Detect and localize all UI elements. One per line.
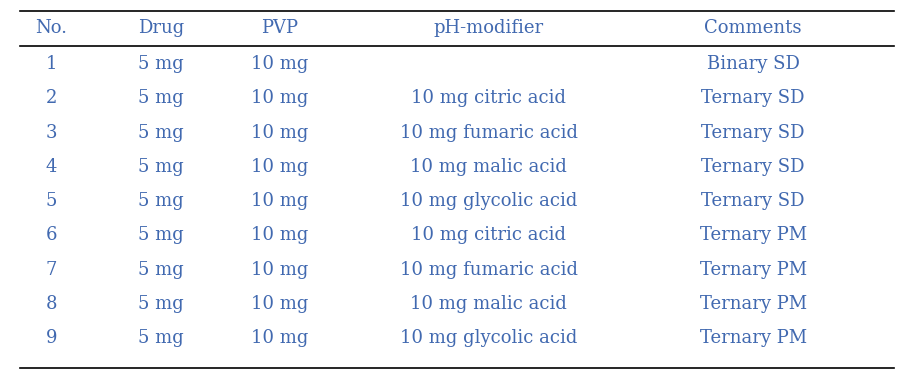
Text: Comments: Comments <box>705 19 802 37</box>
Text: 8: 8 <box>46 295 58 313</box>
Text: 10 mg: 10 mg <box>250 89 308 108</box>
Text: 10 mg: 10 mg <box>250 295 308 313</box>
Text: 10 mg: 10 mg <box>250 329 308 347</box>
Text: 6: 6 <box>46 226 58 244</box>
Text: 5: 5 <box>46 192 58 210</box>
Text: Ternary SD: Ternary SD <box>701 158 805 176</box>
Text: 4: 4 <box>46 158 58 176</box>
Text: 5 mg: 5 mg <box>138 89 184 108</box>
Text: 10 mg malic acid: 10 mg malic acid <box>410 158 568 176</box>
Text: 10 mg glycolic acid: 10 mg glycolic acid <box>400 192 578 210</box>
Text: Ternary PM: Ternary PM <box>699 295 807 313</box>
Text: 5 mg: 5 mg <box>138 158 184 176</box>
Text: 5 mg: 5 mg <box>138 329 184 347</box>
Text: No.: No. <box>36 19 68 37</box>
Text: 10 mg: 10 mg <box>250 124 308 142</box>
Text: 10 mg: 10 mg <box>250 192 308 210</box>
Text: 7: 7 <box>46 261 58 279</box>
Text: 3: 3 <box>46 124 58 142</box>
Text: 5 mg: 5 mg <box>138 124 184 142</box>
Text: 10 mg: 10 mg <box>250 55 308 73</box>
Text: Ternary PM: Ternary PM <box>699 329 807 347</box>
Text: pH-modifier: pH-modifier <box>434 19 544 37</box>
Text: 10 mg malic acid: 10 mg malic acid <box>410 295 568 313</box>
Text: 5 mg: 5 mg <box>138 55 184 73</box>
Text: 10 mg glycolic acid: 10 mg glycolic acid <box>400 329 578 347</box>
Text: 10 mg citric acid: 10 mg citric acid <box>411 226 567 244</box>
Text: PVP: PVP <box>260 19 298 37</box>
Text: 2: 2 <box>46 89 58 108</box>
Text: 10 mg: 10 mg <box>250 158 308 176</box>
Text: Ternary SD: Ternary SD <box>701 89 805 108</box>
Text: Ternary PM: Ternary PM <box>699 226 807 244</box>
Text: 10 mg citric acid: 10 mg citric acid <box>411 89 567 108</box>
Text: 5 mg: 5 mg <box>138 261 184 279</box>
Text: 10 mg: 10 mg <box>250 226 308 244</box>
Text: Binary SD: Binary SD <box>707 55 800 73</box>
Text: 10 mg: 10 mg <box>250 261 308 279</box>
Text: 5 mg: 5 mg <box>138 295 184 313</box>
Text: 5 mg: 5 mg <box>138 192 184 210</box>
Text: 10 mg fumaric acid: 10 mg fumaric acid <box>400 261 578 279</box>
Text: 5 mg: 5 mg <box>138 226 184 244</box>
Text: Ternary PM: Ternary PM <box>699 261 807 279</box>
Text: Drug: Drug <box>138 19 184 37</box>
Text: 1: 1 <box>46 55 58 73</box>
Text: Ternary SD: Ternary SD <box>701 192 805 210</box>
Text: Ternary SD: Ternary SD <box>701 124 805 142</box>
Text: 9: 9 <box>46 329 58 347</box>
Text: 10 mg fumaric acid: 10 mg fumaric acid <box>400 124 578 142</box>
